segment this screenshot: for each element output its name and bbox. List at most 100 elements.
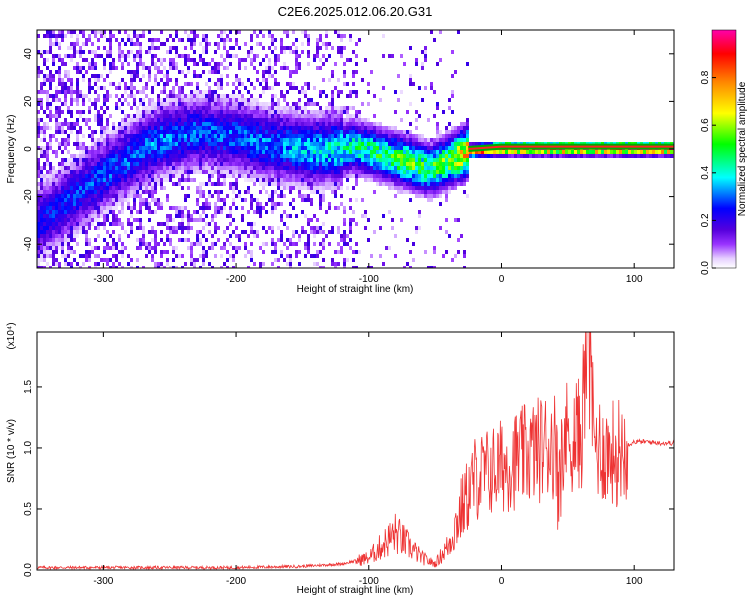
heatmap-cell <box>328 54 331 58</box>
heatmap-cell <box>85 174 88 178</box>
heatmap-cell <box>460 150 463 154</box>
heatmap-cell <box>220 122 223 126</box>
heatmap-cell <box>295 118 298 122</box>
heatmap-cell <box>355 134 358 138</box>
heatmap-cell <box>127 178 130 182</box>
heatmap-cell <box>232 246 235 250</box>
heatmap-cell <box>253 150 256 154</box>
heatmap-cell <box>295 174 298 178</box>
heatmap-cell <box>145 50 148 54</box>
heatmap-cell <box>193 178 196 182</box>
heatmap-cell <box>88 50 91 54</box>
heatmap-cell <box>79 110 82 114</box>
heatmap-cell <box>295 106 298 110</box>
heatmap-cell <box>106 146 109 150</box>
heatmap-cell <box>307 194 310 198</box>
heatmap-cell <box>49 242 52 246</box>
heatmap-cell <box>304 130 307 134</box>
heatmap-cell <box>280 114 283 118</box>
heatmap-cell <box>73 194 76 198</box>
heatmap-cell <box>103 146 106 150</box>
heatmap-cell <box>316 150 319 154</box>
heatmap-cell <box>94 166 97 170</box>
heatmap-cell <box>415 194 418 198</box>
heatmap-cell <box>220 254 223 258</box>
heatmap-cell <box>259 190 262 194</box>
x-tick-label: -200 <box>226 274 246 285</box>
heatmap-cell <box>250 254 253 258</box>
heatmap-cell <box>391 166 394 170</box>
heatmap-cell <box>379 150 382 154</box>
heatmap-cell <box>307 54 310 58</box>
heatmap-cell <box>190 110 193 114</box>
heatmap-cell <box>322 238 325 242</box>
heatmap-cell <box>70 166 73 170</box>
heatmap-cell <box>130 190 133 194</box>
heatmap-cell <box>220 146 223 150</box>
heatmap-cell <box>289 82 292 86</box>
heatmap-cell <box>397 190 400 194</box>
heatmap-cell <box>463 250 466 254</box>
heatmap-cell <box>634 150 637 154</box>
heatmap-cell <box>355 158 358 162</box>
heatmap-cell <box>328 170 331 174</box>
heatmap-cell <box>193 262 196 266</box>
heatmap-cell <box>430 170 433 174</box>
heatmap-cell <box>316 154 319 158</box>
heatmap-cell <box>451 134 454 138</box>
heatmap-cell <box>208 134 211 138</box>
heatmap-cell <box>400 218 403 222</box>
heatmap-cell <box>133 130 136 134</box>
heatmap-cell <box>193 70 196 74</box>
heatmap-cell <box>112 166 115 170</box>
heatmap-cell <box>343 74 346 78</box>
heatmap-cell <box>337 122 340 126</box>
heatmap-cell <box>367 82 370 86</box>
heatmap-cell <box>214 254 217 258</box>
heatmap-cell <box>352 70 355 74</box>
heatmap-cell <box>109 114 112 118</box>
heatmap-cell <box>331 174 334 178</box>
heatmap-cell <box>439 58 442 62</box>
heatmap-cell <box>217 86 220 90</box>
heatmap-cell <box>49 178 52 182</box>
heatmap-cell <box>181 170 184 174</box>
heatmap-cell <box>136 54 139 58</box>
heatmap-cell <box>304 34 307 38</box>
heatmap-cell <box>286 130 289 134</box>
heatmap-cell <box>340 130 343 134</box>
heatmap-cell <box>118 82 121 86</box>
heatmap-cell <box>490 142 493 146</box>
heatmap-cell <box>166 110 169 114</box>
heatmap-cell <box>103 214 106 218</box>
heatmap-cell <box>196 150 199 154</box>
heatmap-cell <box>76 262 79 266</box>
heatmap-cell <box>334 114 337 118</box>
heatmap-cell <box>253 178 256 182</box>
heatmap-cell <box>250 118 253 122</box>
heatmap-cell <box>277 194 280 198</box>
heatmap-cell <box>121 198 124 202</box>
heatmap-cell <box>43 238 46 242</box>
heatmap-cell <box>352 74 355 78</box>
heatmap-cell <box>124 158 127 162</box>
heatmap-cell <box>346 130 349 134</box>
heatmap-cell <box>316 190 319 194</box>
heatmap-cell <box>61 82 64 86</box>
heatmap-cell <box>196 198 199 202</box>
heatmap-cell <box>76 142 79 146</box>
heatmap-cell <box>124 90 127 94</box>
heatmap-cell <box>130 214 133 218</box>
heatmap-cell <box>187 158 190 162</box>
heatmap-cell <box>100 146 103 150</box>
heatmap-cell <box>319 194 322 198</box>
heatmap-cell <box>100 86 103 90</box>
heatmap-cell <box>88 118 91 122</box>
heatmap-cell <box>292 178 295 182</box>
heatmap-cell <box>40 86 43 90</box>
heatmap-cell <box>343 242 346 246</box>
heatmap-cell <box>76 194 79 198</box>
heatmap-cell <box>283 110 286 114</box>
heatmap-cell <box>106 206 109 210</box>
heatmap-cell <box>196 170 199 174</box>
